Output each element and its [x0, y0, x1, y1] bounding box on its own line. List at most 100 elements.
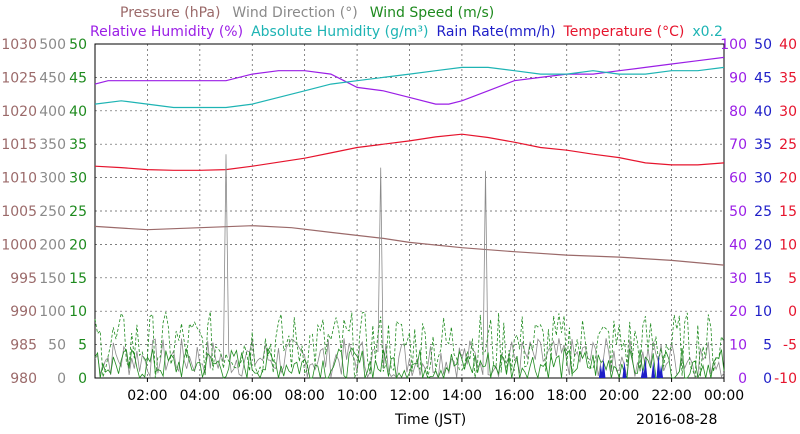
- rain_rate-tick-label: 0: [763, 371, 772, 387]
- plot-area: [94, 56, 725, 380]
- rain_rate-tick-label: 20: [754, 237, 772, 253]
- wind_speed-tick-label: 25: [69, 204, 87, 220]
- wind_speed-tick-label: 40: [69, 104, 87, 120]
- left-axes: 1030102510201015101010051000995990985980…: [1, 37, 87, 387]
- pressure-tick-label: 1010: [1, 171, 37, 187]
- x-tick-label: 06:00: [232, 388, 272, 404]
- date-label: 2016-08-28: [636, 412, 717, 428]
- humidity-tick-label: 80: [729, 104, 747, 120]
- x-tick-label: 08:00: [284, 388, 324, 404]
- temperature-tick-label: 5: [788, 271, 797, 287]
- x-tick-label: 02:00: [127, 388, 167, 404]
- x-tick-label: 22:00: [651, 388, 691, 404]
- x-axis-label: Time (JST): [394, 412, 466, 428]
- legend-item: Absolute Humidity (g/m³): [251, 24, 428, 40]
- legend-item: Rain Rate(mm/h): [436, 24, 555, 40]
- legend-item: x0.2: [692, 24, 723, 40]
- wind_speed-tick-label: 0: [78, 371, 87, 387]
- temperature-tick-label: 30: [779, 104, 797, 120]
- pressure-tick-label: 1015: [1, 137, 37, 153]
- rain-rate-bar: [659, 364, 664, 378]
- rain_rate-tick-label: 15: [754, 271, 772, 287]
- humidity-tick-label: 60: [729, 171, 747, 187]
- series-line: [94, 133, 725, 171]
- wind_direction-tick-label: 0: [57, 371, 66, 387]
- humidity-tick-label: 40: [729, 237, 747, 253]
- wind_direction-tick-label: 300: [39, 171, 66, 187]
- series-line: [94, 66, 725, 109]
- wind_direction-tick-label: 500: [39, 37, 66, 53]
- temperature-tick-label: -5: [783, 338, 797, 354]
- humidity-tick-label: 90: [729, 70, 747, 86]
- rain_rate-tick-label: 45: [754, 70, 772, 86]
- wind_speed-tick-label: 50: [69, 37, 87, 53]
- pressure-tick-label: 995: [10, 271, 37, 287]
- wind_direction-tick-label: 350: [39, 137, 66, 153]
- wind_direction-tick-label: 450: [39, 70, 66, 86]
- humidity-tick-label: 0: [738, 371, 747, 387]
- wind_speed-tick-label: 15: [69, 271, 87, 287]
- temperature-tick-label: 10: [779, 237, 797, 253]
- rain_rate-tick-label: 25: [754, 204, 772, 220]
- legend-item: Wind Direction (°): [232, 5, 357, 21]
- x-tick-label: 10:00: [337, 388, 377, 404]
- wind_speed-tick-label: 30: [69, 171, 87, 187]
- rain-rate-bar: [622, 361, 627, 378]
- x-axis: 02:00 04:00 06:00 08:00 10:00 12:00 14:00 16:00…: [127, 378, 744, 404]
- humidity-tick-label: 30: [729, 271, 747, 287]
- temperature-tick-label: 40: [779, 37, 797, 53]
- rain-rate-bar: [643, 357, 648, 378]
- wind_direction-tick-label: 100: [39, 304, 66, 320]
- legend-item: Wind Speed (m/s): [370, 5, 495, 21]
- rain_rate-tick-label: 50: [754, 37, 772, 53]
- series-line: [94, 56, 725, 105]
- pressure-tick-label: 1020: [1, 104, 37, 120]
- temperature-tick-label: 15: [779, 204, 797, 220]
- temperature-tick-label: 35: [779, 70, 797, 86]
- rain_rate-tick-label: 10: [754, 304, 772, 320]
- rain_rate-tick-label: 5: [763, 338, 772, 354]
- temperature-tick-label: 20: [779, 171, 797, 187]
- series-line: [94, 311, 725, 378]
- series-line: [94, 347, 725, 380]
- humidity-tick-label: 70: [729, 137, 747, 153]
- legend-item: Temperature (°C): [563, 24, 685, 40]
- x-tick-label: 00:00: [704, 388, 744, 404]
- pressure-tick-label: 1000: [1, 237, 37, 253]
- rain_rate-tick-label: 30: [754, 171, 772, 187]
- pressure-tick-label: 990: [10, 304, 37, 320]
- series-line: [94, 225, 725, 266]
- x-tick-label: 14:00: [442, 388, 482, 404]
- rain-rate-bar: [651, 361, 656, 378]
- legend-item: Relative Humidity (%): [90, 24, 243, 40]
- right-axes: 1009080706050403020100504540353025201510…: [720, 37, 797, 387]
- legend: Pressure (hPa) Wind Direction (°) Wind Spe…: [90, 5, 723, 40]
- wind_direction-tick-label: 250: [39, 204, 66, 220]
- temperature-tick-label: 25: [779, 137, 797, 153]
- pressure-tick-label: 985: [10, 338, 37, 354]
- humidity-tick-label: 100: [720, 37, 747, 53]
- wind_speed-tick-label: 10: [69, 304, 87, 320]
- humidity-tick-label: 20: [729, 304, 747, 320]
- pressure-tick-label: 980: [10, 371, 37, 387]
- wind_speed-tick-label: 35: [69, 137, 87, 153]
- x-tick-label: 20:00: [599, 388, 639, 404]
- legend-item: Pressure (hPa): [120, 5, 220, 21]
- x-tick-label: 04:00: [180, 388, 220, 404]
- rain-rate-bar: [656, 354, 661, 378]
- wind_speed-tick-label: 5: [78, 338, 87, 354]
- x-tick-label: 16:00: [494, 388, 534, 404]
- pressure-tick-label: 1005: [1, 204, 37, 220]
- pressure-tick-label: 1025: [1, 70, 37, 86]
- rain-rate-bar: [601, 357, 606, 378]
- wind_direction-tick-label: 200: [39, 237, 66, 253]
- temperature-tick-label: -10: [774, 371, 797, 387]
- wind_speed-tick-label: 45: [69, 70, 87, 86]
- humidity-tick-label: 50: [729, 204, 747, 220]
- x-tick-label: 18:00: [547, 388, 587, 404]
- wind_speed-tick-label: 20: [69, 237, 87, 253]
- temperature-tick-label: 0: [788, 304, 797, 320]
- wind_direction-tick-label: 150: [39, 271, 66, 287]
- rain_rate-tick-label: 35: [754, 137, 772, 153]
